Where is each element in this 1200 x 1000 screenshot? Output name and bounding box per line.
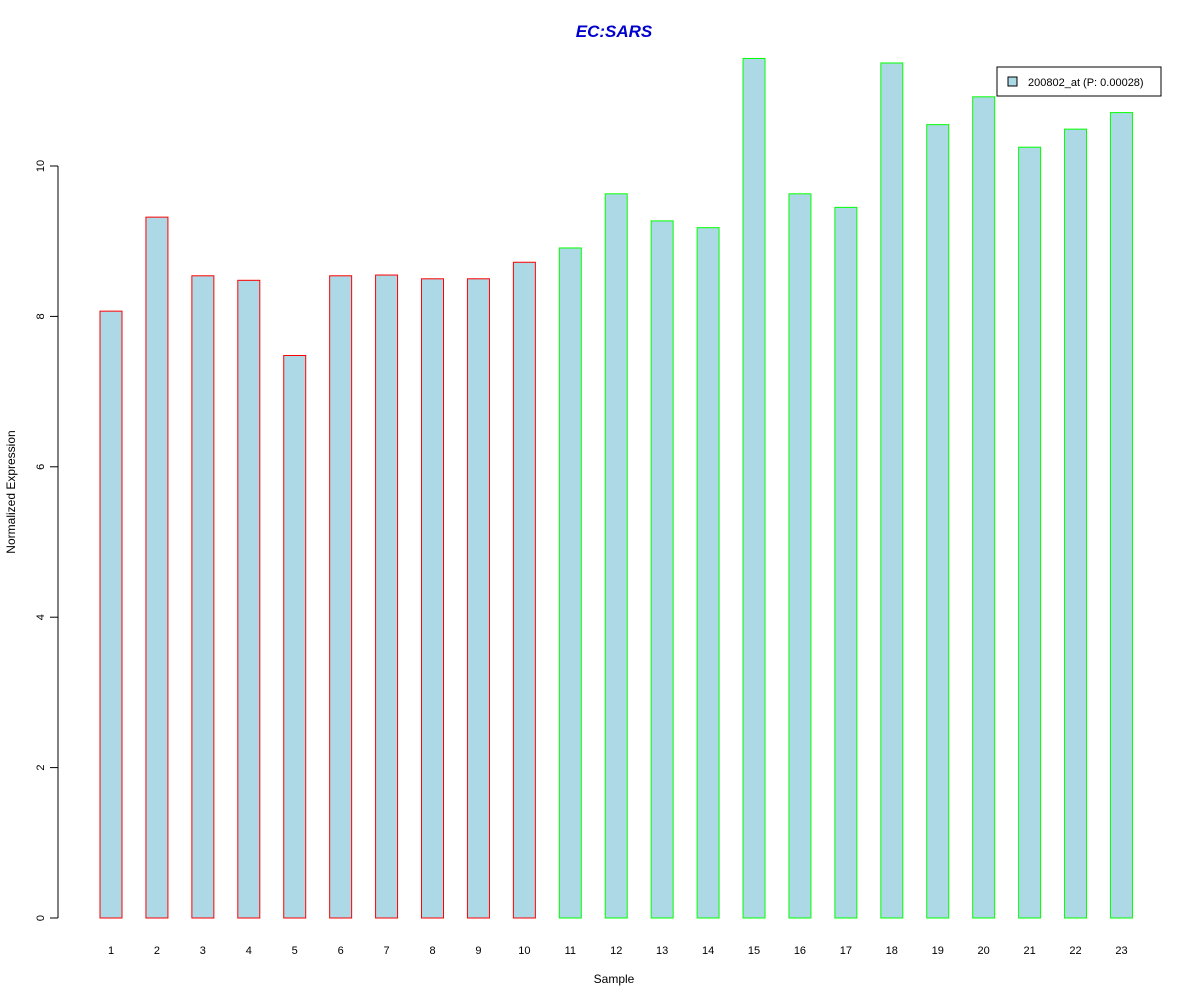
bar-sample-13	[650, 220, 674, 919]
x-tick-label: 18	[886, 945, 898, 957]
bar-sample-17	[834, 206, 858, 919]
bar-sample-2	[145, 216, 169, 919]
y-tick-label: 6	[35, 464, 47, 470]
x-tick-label: 23	[1115, 945, 1127, 957]
x-tick-label: 11	[565, 945, 576, 957]
bar-sample-21	[1018, 146, 1042, 919]
legend-label: 200802_at (P: 0.00028)	[1028, 77, 1144, 89]
x-tick-label: 4	[246, 945, 252, 957]
bar-sample-23	[1109, 112, 1133, 919]
x-tick-label: 8	[429, 945, 435, 957]
bar-sample-6	[329, 275, 353, 919]
y-tick-label: 0	[35, 915, 47, 921]
bar-sample-8	[421, 278, 445, 919]
y-tick-label: 8	[35, 313, 47, 319]
bar-sample-18	[880, 62, 904, 919]
x-tick-label: 19	[932, 945, 944, 957]
bar-sample-15	[742, 57, 766, 919]
legend-box	[996, 66, 1162, 97]
bars	[99, 57, 1133, 919]
x-tick-label: 17	[840, 945, 852, 957]
x-tick-label: 3	[200, 945, 206, 957]
y-tick-label: 4	[35, 614, 47, 620]
x-tick-label: 5	[292, 945, 298, 957]
bar-sample-20	[972, 96, 996, 919]
x-tick-label: 6	[338, 945, 344, 957]
bar-sample-5	[283, 355, 307, 919]
legend: 200802_at (P: 0.00028)	[996, 66, 1162, 97]
y-axis-label: Normalized Expression	[4, 430, 18, 553]
bar-sample-16	[788, 193, 812, 919]
bar-sample-7	[375, 274, 399, 919]
bar-sample-12	[604, 193, 628, 919]
chart-title: EC:SARS	[576, 22, 653, 41]
x-tick-label: 14	[702, 945, 714, 957]
bar-sample-9	[466, 278, 490, 919]
x-tick-label: 21	[1023, 945, 1035, 957]
x-axis-label: Sample	[594, 972, 635, 986]
x-tick-label: 15	[748, 945, 760, 957]
y-tick-label: 10	[35, 160, 47, 172]
bar-sample-1	[99, 310, 123, 919]
x-tick-label: 12	[610, 945, 622, 957]
x-tick-label: 13	[656, 945, 668, 957]
bar-sample-4	[237, 279, 261, 919]
x-tick-label: 20	[978, 945, 990, 957]
bar-sample-19	[926, 124, 950, 919]
legend-swatch	[1007, 76, 1018, 87]
bar-sample-10	[512, 261, 536, 919]
bar-sample-14	[696, 227, 720, 919]
x-tick-label: 22	[1069, 945, 1081, 957]
x-tick-label: 1	[108, 945, 114, 957]
x-tick-label: 7	[384, 945, 390, 957]
y-tick-label: 2	[35, 765, 47, 771]
bar-sample-11	[558, 247, 582, 919]
x-tick-label: 9	[475, 945, 481, 957]
y-axis: 0 2 4 6 8 10	[35, 160, 59, 921]
x-tick-labels: 1 2 3 4 5 6 7 8 9 10 11 12 13 14 15 16 17 18 19 20 21 22 23	[108, 945, 1128, 957]
bar-sample-3	[191, 275, 215, 919]
bar-sample-22	[1064, 128, 1088, 919]
x-tick-label: 2	[154, 945, 160, 957]
x-tick-label: 16	[794, 945, 806, 957]
x-tick-label: 10	[518, 945, 530, 957]
